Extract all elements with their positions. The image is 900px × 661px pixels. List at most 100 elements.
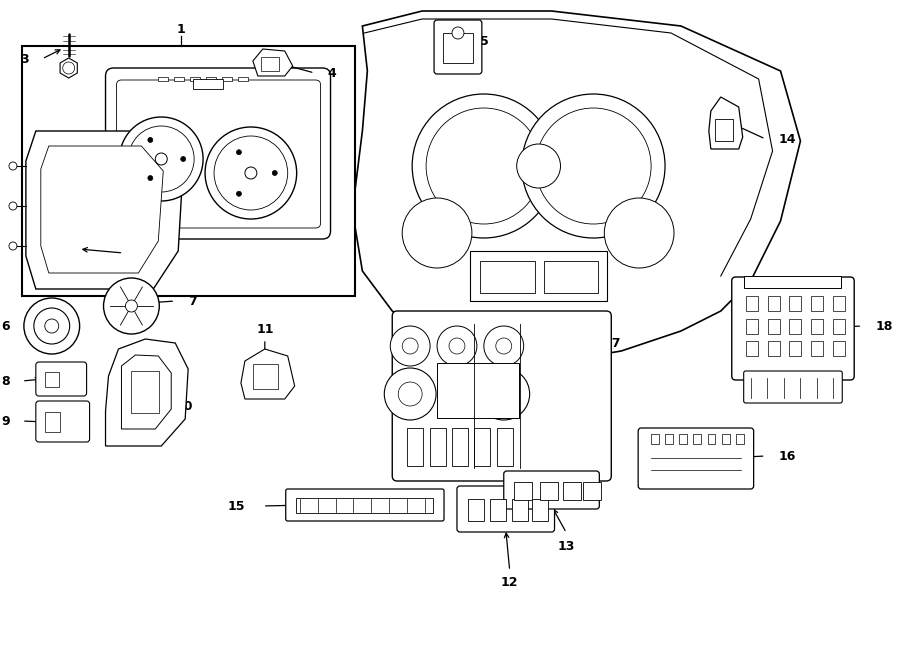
Circle shape [24,298,79,354]
Bar [238,77,248,81]
Bar [452,428,468,466]
Bar [665,434,673,444]
Circle shape [478,368,529,420]
Bar [833,319,845,334]
Bar [680,434,688,444]
Bar [194,79,223,89]
Circle shape [491,382,516,406]
Text: 5: 5 [480,34,489,48]
Circle shape [391,326,430,366]
Bar [746,319,758,334]
Bar [470,251,608,301]
Circle shape [148,137,153,143]
Bar [206,77,216,81]
Text: 6: 6 [1,319,10,332]
Bar [651,434,659,444]
Bar [833,341,845,356]
Bar [437,363,518,418]
Text: 18: 18 [875,319,893,332]
Bar [735,434,743,444]
Bar [833,296,845,311]
FancyBboxPatch shape [116,80,320,228]
Text: 8: 8 [1,375,10,387]
Bar [768,341,779,356]
FancyBboxPatch shape [36,362,86,396]
Bar [480,261,535,293]
Bar [296,498,433,513]
Circle shape [496,338,512,354]
Bar [222,77,232,81]
Bar [722,434,730,444]
Bar [22,46,356,296]
FancyBboxPatch shape [638,428,753,489]
Text: 13: 13 [558,539,575,553]
Circle shape [437,326,477,366]
Bar [443,33,473,63]
Circle shape [604,198,674,268]
Polygon shape [122,355,171,429]
Circle shape [9,202,17,210]
Text: 2: 2 [135,247,144,260]
Bar [497,428,513,466]
Circle shape [245,167,256,179]
Bar [512,499,527,521]
Polygon shape [241,349,294,399]
Circle shape [412,94,555,238]
FancyBboxPatch shape [285,489,444,521]
Text: 7: 7 [188,295,197,307]
Polygon shape [253,49,292,76]
Bar [430,428,446,466]
Circle shape [484,326,524,366]
Text: 14: 14 [778,132,796,145]
Bar [45,412,59,432]
Bar [693,434,701,444]
Bar [746,341,758,356]
Polygon shape [60,58,77,78]
Bar [812,319,824,334]
Bar [789,296,801,311]
Text: 3: 3 [20,52,29,65]
Bar [715,119,733,141]
Circle shape [449,338,465,354]
Bar [190,77,200,81]
Polygon shape [353,11,800,361]
Circle shape [63,62,75,74]
Bar [45,372,58,387]
Bar [812,341,824,356]
Polygon shape [26,131,184,289]
Bar [474,428,490,466]
Circle shape [120,117,203,201]
Bar [583,482,601,500]
Circle shape [129,126,194,192]
Circle shape [398,382,422,406]
Bar [490,499,506,521]
Bar [261,57,279,71]
Bar [789,341,801,356]
Circle shape [522,94,665,238]
Circle shape [214,136,288,210]
Circle shape [426,108,542,224]
Text: 9: 9 [1,414,10,428]
Bar [253,364,278,389]
FancyBboxPatch shape [36,401,90,442]
Circle shape [384,368,436,420]
Circle shape [536,108,651,224]
Text: 4: 4 [328,67,337,79]
Bar [563,482,581,500]
Bar [789,319,801,334]
Circle shape [45,319,58,333]
FancyBboxPatch shape [105,68,330,239]
Circle shape [237,191,241,196]
Bar [175,77,184,81]
Bar [532,499,547,521]
Circle shape [402,198,472,268]
Bar [707,434,716,444]
Circle shape [273,171,277,176]
Bar [468,499,484,521]
FancyBboxPatch shape [392,311,611,481]
Circle shape [205,127,297,219]
Bar [540,482,557,500]
Text: 1: 1 [176,22,185,36]
Circle shape [156,153,167,165]
FancyBboxPatch shape [504,471,599,509]
